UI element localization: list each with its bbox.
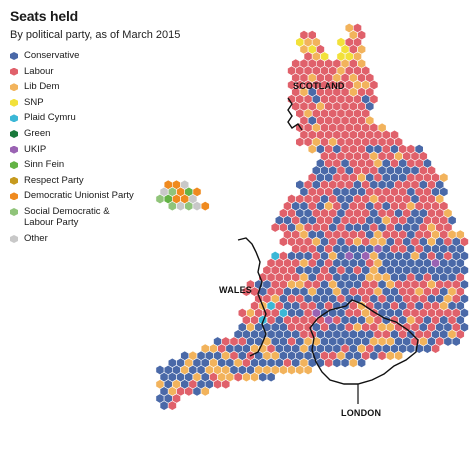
constituency-hex	[422, 343, 432, 354]
constituency-hex	[233, 372, 243, 383]
legend-item-ukip: UKIP	[10, 144, 180, 160]
constituency-hex	[266, 372, 276, 383]
constituency-hex	[431, 343, 441, 354]
legend-item-respect-party: Respect Party	[10, 175, 180, 191]
constituency-hex	[307, 144, 317, 155]
legend-label: Conservative	[24, 50, 80, 61]
legend-item-conservative: Conservative	[10, 50, 180, 66]
constituency-hex	[192, 201, 202, 212]
legend-item-dup: Democratic Unionist Party	[10, 190, 180, 206]
constituency-hex	[167, 201, 177, 212]
constituency-hex	[443, 336, 453, 347]
constituency-hex	[406, 343, 416, 354]
legend-label: SNP	[24, 96, 44, 108]
constituency-hex	[394, 350, 404, 361]
legend-label: Labour	[24, 65, 54, 77]
legend-label: Other	[24, 232, 48, 244]
constituency-hex	[270, 222, 280, 233]
sinn-fein-swatch	[10, 161, 18, 170]
constituency-hex	[340, 357, 350, 368]
wales-border	[237, 237, 267, 357]
constituency-hex	[278, 364, 288, 376]
london-label: LONDON	[341, 408, 381, 418]
legend: Conservative Labour Lib Dem SNP Plaid Cy…	[10, 50, 180, 249]
constituency-hex	[167, 400, 177, 411]
constituency-hex	[159, 400, 169, 411]
legend-label: Social Democratic & Labour Party	[24, 205, 110, 228]
constituency-hex	[184, 386, 194, 397]
constituency-hex	[176, 201, 185, 212]
legend-item-green: Green	[10, 128, 180, 144]
constituency-hex	[155, 193, 165, 205]
constituency-hex	[184, 201, 194, 212]
constituency-hexes	[155, 22, 469, 411]
legend-label: Plaid Cymru	[24, 112, 76, 124]
labour-swatch	[10, 67, 18, 76]
constituency-hex	[258, 372, 268, 383]
region-labels: SCOTLAND WALES LONDON	[219, 81, 381, 418]
constituency-hex	[192, 386, 202, 397]
map-title: Seats held	[10, 8, 79, 24]
legend-item-lib-dem: Lib Dem	[10, 81, 180, 97]
green-swatch	[10, 129, 18, 138]
constituency-hex	[377, 350, 387, 361]
constituency-hex	[303, 364, 313, 376]
constituency-hex	[242, 372, 251, 383]
constituency-hex	[295, 136, 305, 148]
constituency-hex	[451, 336, 461, 347]
other-swatch	[10, 234, 18, 243]
lib-dem-swatch	[10, 83, 18, 92]
respect-party-swatch	[10, 176, 18, 185]
legend-item-snp: SNP	[10, 97, 180, 113]
constituency-hex	[295, 364, 305, 376]
constituency-hex	[250, 372, 260, 383]
london-border	[309, 299, 419, 385]
constituency-hex	[348, 357, 358, 368]
constituency-hex	[315, 357, 325, 368]
plaid-cymru-swatch	[10, 114, 18, 123]
legend-item-sinn-fein: Sinn Fein	[10, 159, 180, 175]
constituency-hex	[357, 357, 367, 368]
legend-item-labour: Labour	[10, 66, 180, 82]
legend-label: Democratic Unionist Party	[24, 190, 134, 202]
constituency-hex	[332, 357, 342, 368]
legend-label: UKIP	[24, 143, 47, 155]
scotland-label: SCOTLAND	[293, 81, 345, 91]
legend-label: Sinn Fein	[24, 159, 65, 171]
legend-item-sdlp: Social Democratic & Labour Party	[10, 206, 180, 233]
conservative-swatch	[10, 52, 18, 60]
constituency-hex	[369, 350, 379, 361]
ukip-swatch	[10, 145, 18, 154]
scotland-border	[287, 97, 303, 131]
legend-label: Lib Dem	[24, 81, 60, 93]
snp-swatch	[10, 98, 18, 107]
constituency-hex	[213, 379, 222, 390]
constituency-hex	[221, 379, 231, 390]
region-borders	[237, 97, 419, 404]
legend-label: Respect Party	[24, 174, 84, 186]
constituency-hex	[278, 236, 288, 247]
constituency-hex	[324, 357, 334, 368]
constituency-hex	[385, 350, 395, 361]
constituency-hex	[287, 364, 297, 376]
constituency-hex	[200, 201, 210, 212]
legend-item-other: Other	[10, 233, 180, 249]
constituency-hex	[200, 386, 210, 397]
sdlp-swatch	[10, 207, 18, 216]
map-subtitle: By political party, as of March 2015	[10, 29, 181, 41]
legend-label: Green	[24, 127, 51, 139]
dup-swatch	[10, 192, 18, 201]
legend-item-plaid-cymru: Plaid Cymru	[10, 112, 180, 128]
wales-label: WALES	[219, 285, 252, 295]
